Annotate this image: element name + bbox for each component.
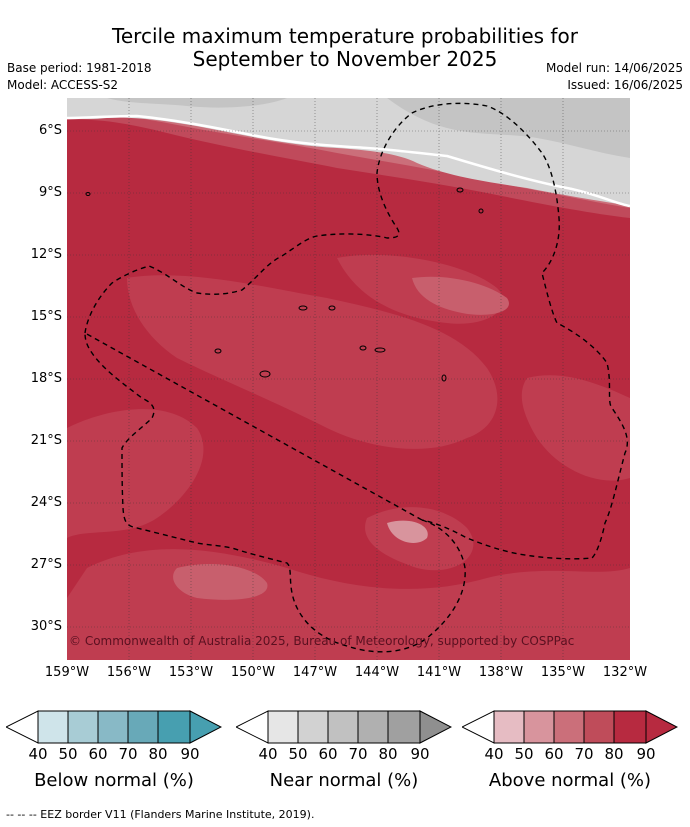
lat-tick-6s: 6°S	[38, 123, 62, 138]
above-tick-70: 70	[574, 745, 594, 763]
above-tick-50: 50	[514, 745, 534, 763]
colorbar-near-normal	[236, 710, 452, 744]
below-tick-60: 60	[88, 745, 108, 763]
lat-tick-21s: 21°S	[30, 433, 62, 448]
below-tick-50: 50	[58, 745, 78, 763]
probability-map	[67, 98, 630, 660]
below-tick-90: 90	[180, 745, 200, 763]
lon-tick-138w: 138°W	[478, 665, 524, 680]
below-tick-40: 40	[28, 745, 48, 763]
lon-tick-150w: 150°W	[230, 665, 276, 680]
lat-tick-18s: 18°S	[30, 371, 62, 386]
above-tick-60: 60	[544, 745, 564, 763]
colorbar-label-near: Near normal (%)	[269, 770, 419, 791]
colorbar-label-below: Below normal (%)	[34, 770, 194, 791]
lon-tick-147w: 147°W	[292, 665, 338, 680]
base-period: Base period: 1981-2018	[7, 61, 152, 75]
near-tick-70: 70	[348, 745, 368, 763]
below-tick-80: 80	[148, 745, 168, 763]
lat-tick-9s: 9°S	[38, 185, 62, 200]
lat-tick-12s: 12°S	[30, 247, 62, 262]
map-title-line2: September to November 2025	[192, 47, 498, 71]
near-tick-50: 50	[288, 745, 308, 763]
colorbar-above-normal	[462, 710, 678, 744]
copyright-notice: © Commonwealth of Australia 2025, Bureau…	[69, 634, 575, 648]
lon-tick-153w: 153°W	[168, 665, 214, 680]
map-title-line1: Tercile maximum temperature probabilitie…	[112, 24, 578, 48]
lat-tick-24s: 24°S	[30, 495, 62, 510]
colorbar-below-normal	[6, 710, 222, 744]
near-tick-40: 40	[258, 745, 278, 763]
model-run: Model run: 14/06/2025	[545, 61, 683, 75]
lon-tick-156w: 156°W	[106, 665, 152, 680]
lon-tick-159w: 159°W	[44, 665, 90, 680]
lat-tick-30s: 30°S	[30, 619, 62, 634]
above-tick-40: 40	[484, 745, 504, 763]
lon-tick-135w: 135°W	[540, 665, 586, 680]
lat-tick-27s: 27°S	[30, 557, 62, 572]
model-name: Model: ACCESS-S2	[7, 78, 119, 92]
lon-tick-132w: 132°W	[602, 665, 648, 680]
lon-tick-144w: 144°W	[354, 665, 400, 680]
colorbar-label-above: Above normal (%)	[488, 770, 652, 791]
eez-legend-note: -- -- -- EEZ border V11 (Flanders Marine…	[6, 808, 315, 821]
above-tick-80: 80	[604, 745, 624, 763]
below-tick-70: 70	[118, 745, 138, 763]
lat-tick-15s: 15°S	[30, 309, 62, 324]
issued-date: Issued: 16/06/2025	[567, 78, 683, 92]
near-tick-90: 90	[410, 745, 430, 763]
near-tick-60: 60	[318, 745, 338, 763]
above-tick-90: 90	[636, 745, 656, 763]
near-tick-80: 80	[378, 745, 398, 763]
lon-tick-141w: 141°W	[416, 665, 462, 680]
